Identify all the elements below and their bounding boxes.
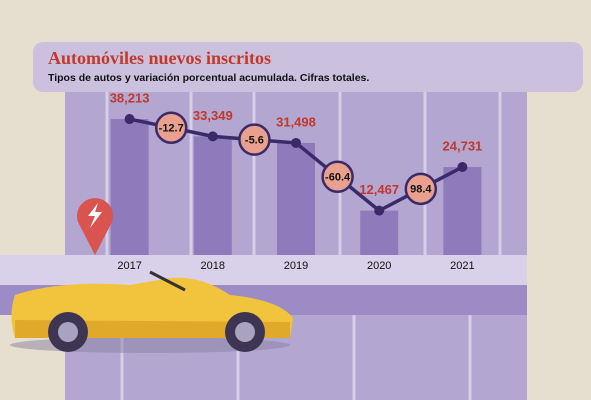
marks: 38,213 2017 33,349 2018 31,498 2019 12,467 2020… — [110, 90, 483, 271]
bar — [360, 210, 399, 255]
value-label: 31,498 — [276, 114, 316, 129]
bar — [277, 142, 315, 255]
x-tick-label: 2017 — [117, 260, 141, 272]
chart-title: Automóviles nuevos inscritos — [48, 48, 271, 68]
value-label: 12,467 — [359, 182, 399, 197]
line-point — [124, 114, 135, 125]
x-tick-label: 2020 — [367, 260, 391, 272]
change-label: -60.4 — [325, 172, 351, 184]
change-badge — [404, 172, 438, 206]
value-label: 24,731 — [443, 138, 483, 153]
change-label: -5.6 — [245, 135, 264, 147]
bar — [110, 119, 149, 256]
bar — [443, 167, 482, 255]
change-badge — [321, 160, 354, 194]
column-lines — [105, 92, 502, 400]
car — [10, 270, 293, 353]
x-tick-label: 2021 — [450, 260, 474, 272]
value-label: 38,213 — [110, 90, 150, 105]
line-point — [207, 131, 218, 142]
year-band — [0, 255, 527, 285]
line-point — [457, 162, 468, 173]
pin — [77, 198, 113, 255]
x-tick-label: 2018 — [201, 260, 225, 272]
value-label: 33,349 — [193, 108, 233, 123]
change-label: -12.7 — [159, 123, 184, 135]
change-badge — [154, 111, 188, 144]
bar — [193, 136, 232, 255]
change-label: 98.4 — [410, 184, 432, 196]
chart-subtitle: Tipos de autos y variación porcentual ac… — [48, 72, 369, 84]
line-point — [374, 205, 385, 216]
x-tick-label: 2019 — [284, 260, 308, 272]
change-badge — [238, 123, 271, 156]
line-point — [291, 137, 301, 148]
header-band — [33, 42, 583, 92]
